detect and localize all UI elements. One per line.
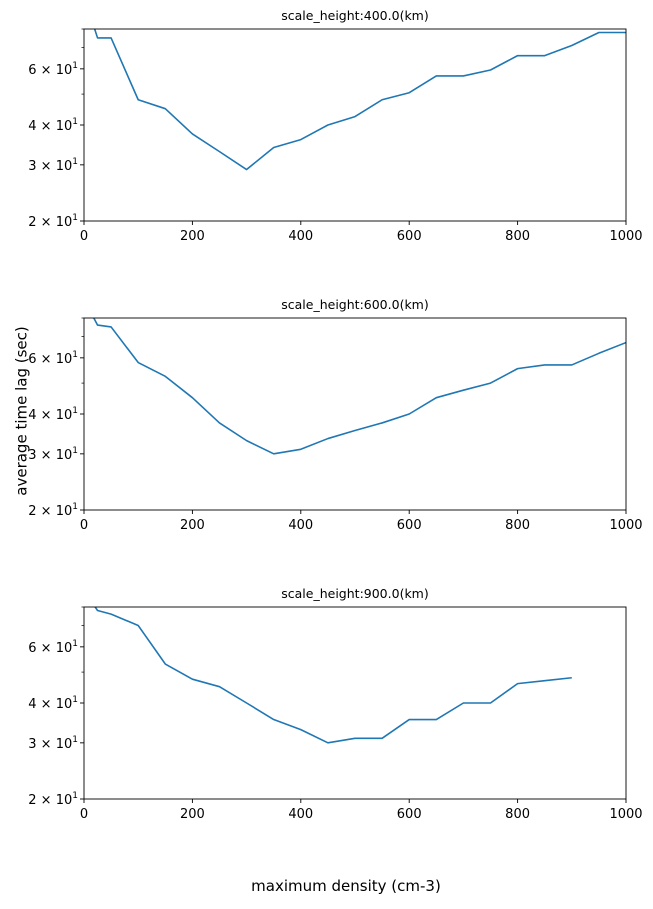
- x-tick-label: 600: [397, 518, 422, 533]
- x-axis-label: maximum density (cm-3): [251, 877, 441, 895]
- x-tick-label: 0: [80, 229, 88, 244]
- y-tick-label: 6 × 101: [28, 350, 78, 367]
- x-tick-label: 400: [288, 518, 313, 533]
- x-tick-label: 600: [397, 807, 422, 822]
- chart-title: scale_height:600.0(km): [281, 297, 428, 312]
- y-tick-label: 4 × 101: [28, 695, 78, 712]
- y-tick-label: 3 × 101: [28, 446, 78, 463]
- y-tick-label: 4 × 101: [28, 406, 78, 423]
- x-tick-label: 1000: [609, 229, 642, 244]
- y-tick-label: 2 × 101: [28, 213, 78, 230]
- x-tick-label: 600: [397, 229, 422, 244]
- y-tick-label: 4 × 101: [28, 117, 78, 134]
- x-tick-label: 200: [180, 807, 205, 822]
- x-tick-label: 800: [505, 807, 530, 822]
- chart-panel-1: scale_height:400.0(km) 0 200 400 600 800 1000 2…: [28, 8, 642, 244]
- chart-title: scale_height:900.0(km): [281, 586, 428, 601]
- x-tick-label: 1000: [609, 518, 642, 533]
- data-line: [94, 607, 572, 744]
- chart-panel-3: scale_height:900.0(km) 0 200 400 600 800 1000 2…: [28, 586, 642, 822]
- data-line: [93, 29, 626, 171]
- axes-frame: [83, 28, 627, 222]
- axes-frame: [83, 606, 627, 800]
- x-tick-label: 400: [288, 229, 313, 244]
- x-tick-label: 0: [80, 518, 88, 533]
- x-tick-label: 800: [505, 229, 530, 244]
- chart-panel-2: scale_height:600.0(km) 0 200 400 600 800 1000 2…: [28, 297, 642, 533]
- y-tick-label: 3 × 101: [28, 735, 78, 752]
- y-tick-label: 2 × 101: [28, 791, 78, 808]
- y-tick-label: 3 × 101: [28, 157, 78, 174]
- data-line: [92, 318, 626, 455]
- y-axis-label: average time lag (sec): [13, 326, 31, 495]
- x-tick-label: 0: [80, 807, 88, 822]
- x-tick-label: 1000: [609, 807, 642, 822]
- y-tick-label: 6 × 101: [28, 61, 78, 78]
- x-tick-label: 200: [180, 229, 205, 244]
- y-tick-label: 6 × 101: [28, 639, 78, 656]
- chart-title: scale_height:400.0(km): [281, 8, 428, 23]
- x-tick-label: 200: [180, 518, 205, 533]
- y-tick-label: 2 × 101: [28, 502, 78, 519]
- axes-frame: [83, 317, 627, 511]
- x-tick-label: 400: [288, 807, 313, 822]
- x-tick-label: 800: [505, 518, 530, 533]
